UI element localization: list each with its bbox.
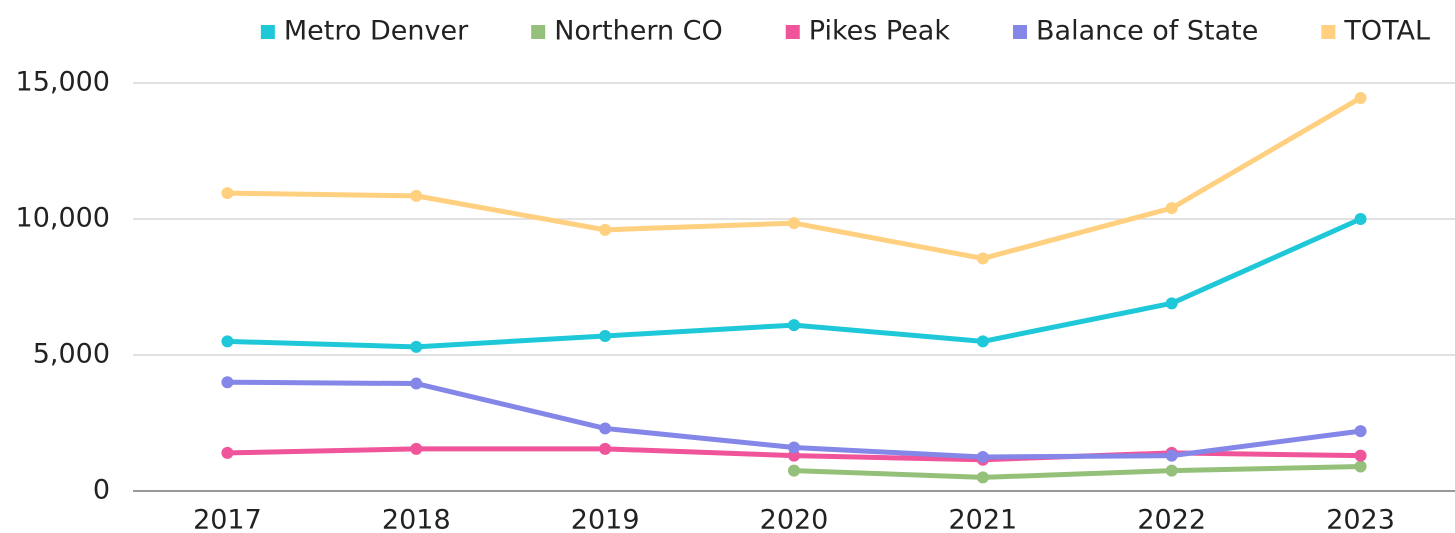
x-tick-label: 2021 bbox=[948, 505, 1017, 533]
point bbox=[221, 187, 234, 200]
x-tick-label: 2020 bbox=[760, 505, 829, 533]
point bbox=[1354, 449, 1367, 462]
point bbox=[976, 252, 989, 265]
point bbox=[410, 340, 423, 353]
y-tick-label: 5,000 bbox=[33, 339, 110, 370]
x-tick-label: 2019 bbox=[571, 505, 640, 533]
y-tick-label: 10,000 bbox=[16, 203, 110, 234]
series-line bbox=[793, 464, 1361, 480]
legend-label: Balance of State bbox=[1036, 16, 1258, 47]
legend-swatch bbox=[1013, 25, 1027, 39]
legend-swatch bbox=[260, 25, 275, 39]
point bbox=[1354, 425, 1367, 438]
point bbox=[976, 335, 989, 348]
point bbox=[976, 471, 989, 484]
legend-label: TOTAL bbox=[1343, 16, 1430, 47]
legend-swatch bbox=[1321, 25, 1336, 39]
point bbox=[599, 442, 612, 455]
point bbox=[1165, 202, 1178, 215]
point bbox=[788, 319, 800, 332]
legend-swatch bbox=[531, 25, 546, 39]
point bbox=[976, 451, 989, 463]
y-tick-label: 0 bbox=[93, 475, 110, 506]
x-tick-label: 2023 bbox=[1326, 505, 1395, 533]
point bbox=[410, 189, 423, 202]
point bbox=[410, 377, 423, 390]
point bbox=[1354, 213, 1367, 225]
x-tick-label: 2022 bbox=[1137, 505, 1206, 533]
point bbox=[788, 441, 800, 454]
point bbox=[599, 329, 612, 342]
point bbox=[221, 335, 234, 348]
point bbox=[599, 223, 612, 236]
point bbox=[599, 422, 612, 435]
x-tick-label: 2017 bbox=[193, 505, 262, 533]
point bbox=[788, 217, 800, 230]
point bbox=[788, 464, 800, 477]
point bbox=[1354, 460, 1367, 473]
legend-label: Metro Denver bbox=[284, 16, 469, 47]
point bbox=[1165, 464, 1178, 477]
point bbox=[221, 376, 234, 389]
legend-label: Northern CO bbox=[554, 16, 723, 47]
x-tick-label: 2018 bbox=[382, 505, 451, 533]
point bbox=[1354, 91, 1367, 104]
series-line bbox=[227, 95, 1362, 261]
legend-swatch bbox=[785, 25, 800, 39]
y-tick-label: 15,000 bbox=[16, 67, 110, 98]
legend-label: Pikes Peak bbox=[809, 16, 951, 47]
point bbox=[1165, 449, 1178, 462]
point bbox=[1165, 297, 1178, 310]
point bbox=[221, 446, 234, 459]
point bbox=[410, 442, 423, 455]
